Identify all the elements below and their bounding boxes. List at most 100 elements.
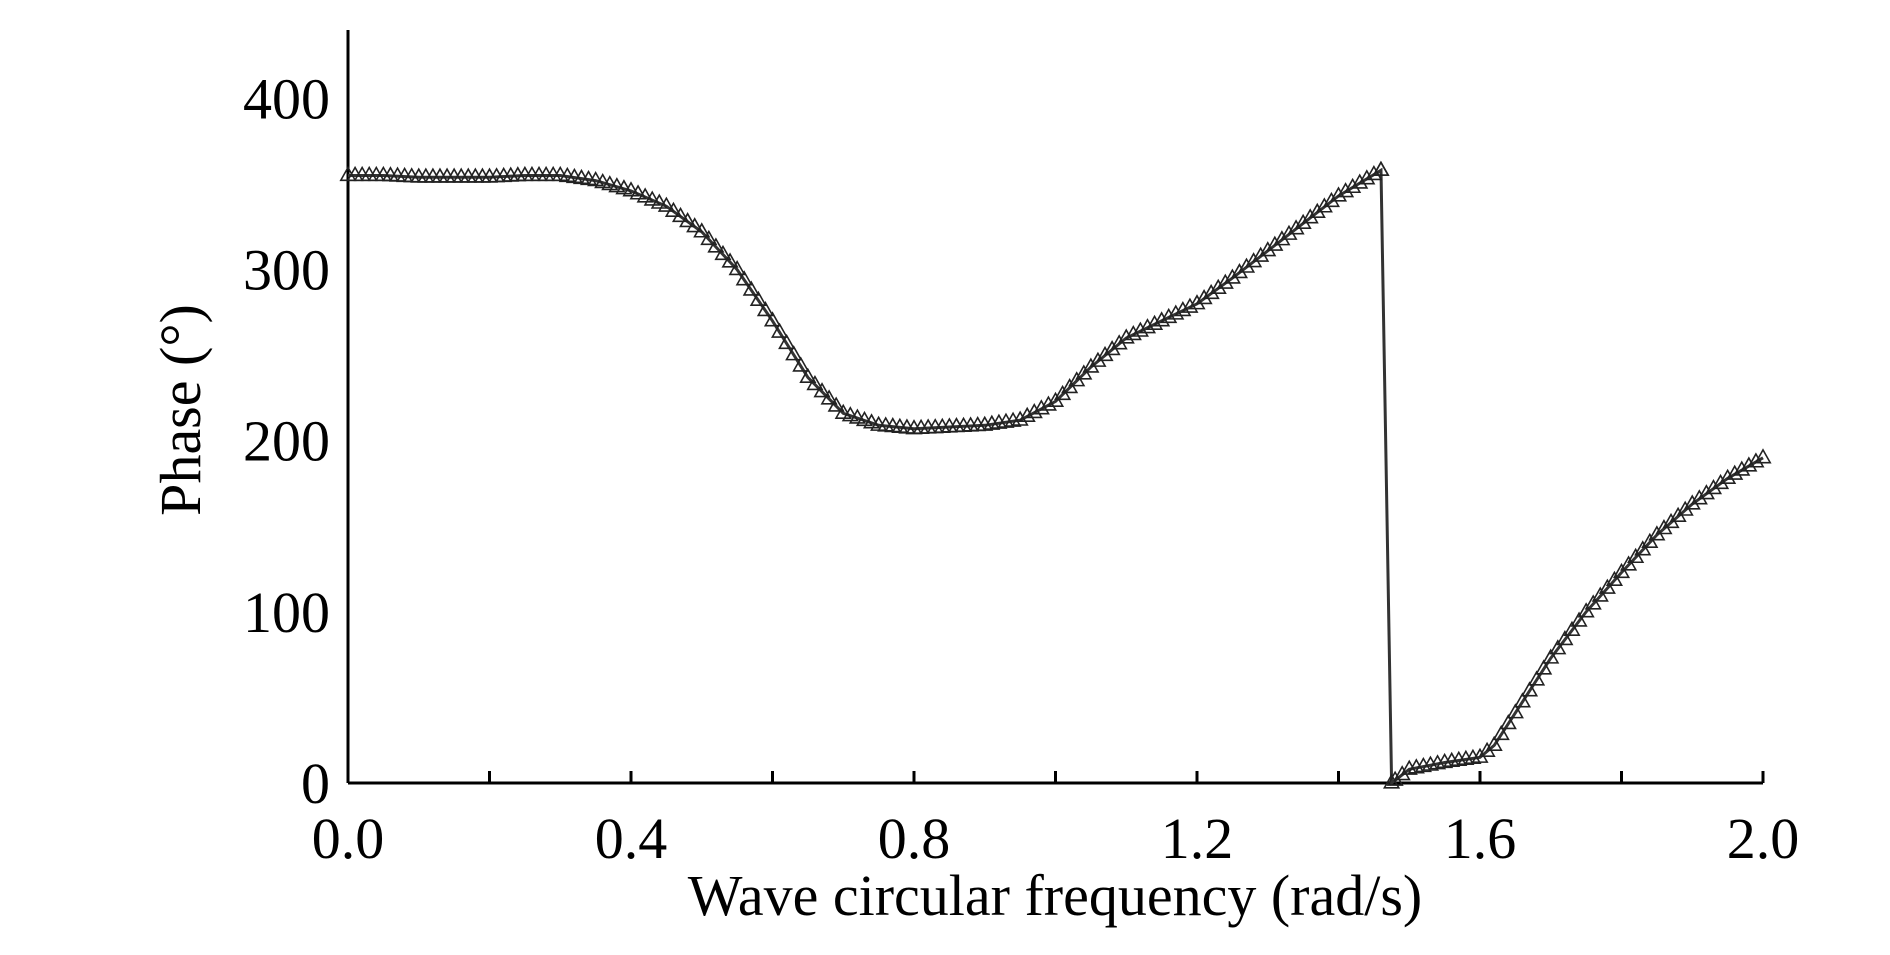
data-point bbox=[1011, 410, 1029, 426]
data-point bbox=[742, 280, 760, 296]
data-point bbox=[1153, 311, 1171, 327]
data-point bbox=[1351, 173, 1369, 189]
data-point bbox=[671, 206, 690, 223]
y-ticks: 0 100 200 300 400 bbox=[243, 66, 330, 816]
data-point bbox=[1188, 294, 1206, 310]
data-point bbox=[1719, 468, 1737, 484]
data-point bbox=[700, 229, 718, 246]
data-point bbox=[1259, 241, 1277, 257]
data-point bbox=[1570, 611, 1588, 627]
data-point bbox=[721, 252, 739, 268]
data-point bbox=[1556, 629, 1574, 646]
data-point bbox=[848, 408, 866, 424]
data-point bbox=[1322, 191, 1340, 208]
data-point bbox=[778, 333, 796, 350]
data-point bbox=[855, 410, 874, 427]
data-point bbox=[353, 165, 371, 182]
data-point bbox=[1131, 321, 1149, 337]
data-point bbox=[1237, 257, 1256, 273]
data-point bbox=[1216, 273, 1234, 289]
data-point bbox=[1365, 164, 1383, 181]
data-point bbox=[806, 374, 824, 391]
data-point bbox=[1740, 456, 1758, 472]
data-point bbox=[1329, 186, 1348, 202]
y-axis-label: Phase (°) bbox=[148, 304, 213, 516]
data-point bbox=[1485, 735, 1503, 751]
data-point bbox=[1294, 213, 1312, 229]
data-point bbox=[1641, 532, 1659, 548]
data-point bbox=[1549, 639, 1567, 655]
data-point bbox=[1145, 314, 1164, 330]
data-point bbox=[657, 196, 675, 212]
data-point bbox=[367, 165, 385, 182]
data-point bbox=[827, 396, 845, 412]
data-point bbox=[1499, 714, 1517, 730]
data-point bbox=[1591, 586, 1609, 602]
data-point bbox=[714, 244, 732, 261]
data-point bbox=[643, 190, 661, 206]
data-point bbox=[813, 382, 831, 398]
data-point bbox=[1520, 681, 1539, 697]
data-point bbox=[608, 177, 626, 193]
data-point bbox=[374, 165, 392, 182]
data-point bbox=[1747, 452, 1765, 468]
data-point bbox=[1223, 268, 1241, 284]
data-point bbox=[756, 301, 774, 317]
data-point bbox=[707, 237, 725, 253]
y-tick-label: 400 bbox=[243, 66, 330, 131]
data-point bbox=[466, 167, 484, 183]
data-point bbox=[1506, 703, 1524, 719]
data-point bbox=[1733, 460, 1751, 476]
data-point bbox=[1711, 473, 1730, 490]
data-point bbox=[1018, 406, 1036, 423]
x-tick-label: 2.0 bbox=[1727, 806, 1800, 871]
x-tick-label: 1.2 bbox=[1161, 806, 1234, 871]
y-tick-label: 200 bbox=[243, 409, 330, 474]
data-point bbox=[1117, 328, 1135, 344]
data-point bbox=[1605, 570, 1623, 586]
data-point bbox=[1690, 489, 1708, 505]
data-point bbox=[1301, 208, 1319, 224]
data-point bbox=[431, 167, 449, 183]
data-point bbox=[862, 413, 881, 429]
y-tick-label: 100 bbox=[243, 580, 330, 645]
data-point bbox=[615, 179, 633, 195]
data-point bbox=[551, 165, 569, 182]
data-point bbox=[1704, 479, 1723, 495]
data-point bbox=[841, 406, 859, 422]
data-point bbox=[1382, 773, 1401, 789]
data-point bbox=[636, 187, 654, 203]
data-point bbox=[1245, 252, 1263, 268]
data-point bbox=[771, 322, 789, 338]
data-point bbox=[1620, 555, 1638, 571]
x-tick-label: 0.4 bbox=[595, 806, 668, 871]
data-point bbox=[1266, 235, 1284, 251]
data-point bbox=[1563, 620, 1581, 636]
data-point bbox=[1584, 594, 1602, 610]
data-point bbox=[679, 212, 697, 228]
data-point bbox=[1358, 169, 1376, 185]
data-point bbox=[1535, 659, 1553, 675]
data-point bbox=[1124, 324, 1142, 341]
y-tick-label: 300 bbox=[243, 238, 330, 303]
data-point bbox=[1697, 484, 1715, 500]
data-point bbox=[1612, 562, 1631, 579]
data-point bbox=[799, 367, 817, 384]
data-point bbox=[417, 167, 435, 183]
data-point bbox=[693, 222, 711, 238]
data-point bbox=[360, 165, 378, 182]
data-point bbox=[1492, 724, 1510, 741]
data-point bbox=[1372, 160, 1390, 176]
data-point bbox=[1627, 547, 1645, 564]
data-point bbox=[473, 167, 491, 183]
data-point bbox=[1025, 403, 1043, 419]
data-point bbox=[1542, 648, 1560, 664]
data-point bbox=[1754, 448, 1772, 464]
x-tick-label: 0.0 bbox=[312, 806, 385, 871]
data-point bbox=[601, 175, 619, 191]
data-point bbox=[820, 389, 838, 405]
data-point bbox=[1280, 224, 1298, 240]
data-point bbox=[537, 165, 555, 182]
series-layer bbox=[339, 160, 1772, 789]
data-point bbox=[664, 201, 683, 218]
